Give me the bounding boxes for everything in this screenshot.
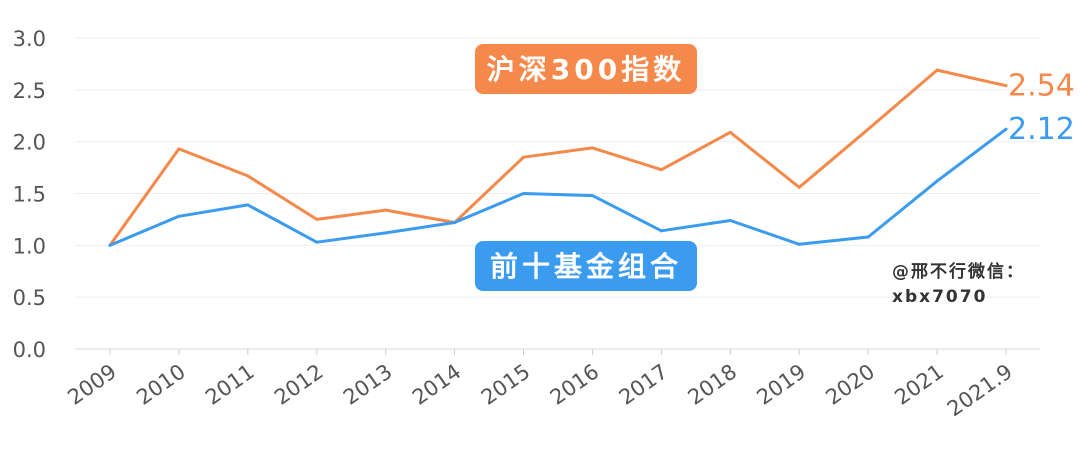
data-point-2 xyxy=(866,235,870,239)
end-value-label-1: 2.54 xyxy=(1008,69,1075,104)
data-point-2 xyxy=(246,203,250,207)
series-line-2 xyxy=(108,127,1008,247)
data-point-1 xyxy=(315,217,319,221)
data-point-2 xyxy=(797,242,801,246)
x-tick-label: 2015 xyxy=(477,359,535,409)
y-tick-label: 3.0 xyxy=(13,27,46,51)
data-point-2 xyxy=(522,192,526,195)
data-point-1 xyxy=(384,208,388,212)
data-point-1 xyxy=(1004,84,1008,88)
y-tick-label: 1.0 xyxy=(13,234,46,258)
data-point-2 xyxy=(453,221,457,225)
y-tick-label: 1.5 xyxy=(13,183,46,207)
x-tick-label: 2018 xyxy=(684,359,742,409)
x-tick-label: 2010 xyxy=(132,359,190,409)
data-point-1 xyxy=(590,146,594,150)
y-tick-label: 0.5 xyxy=(13,286,46,310)
data-point-1 xyxy=(728,130,732,134)
x-tick-label: 2012 xyxy=(270,359,328,409)
y-tick-label: 2.5 xyxy=(13,79,46,103)
data-point-2 xyxy=(384,231,388,235)
data-point-1 xyxy=(246,174,250,178)
end-value-label-2: 2.12 xyxy=(1008,112,1075,147)
annotation-layer: @邢不行微信： xbx7070 xyxy=(892,261,1025,307)
data-point-1 xyxy=(659,168,663,172)
data-point-2 xyxy=(1004,127,1008,131)
legend-badge-bg xyxy=(475,44,697,94)
legend-badge-label: 沪深300指数 xyxy=(487,53,685,86)
data-point-1 xyxy=(935,68,939,72)
data-point-1 xyxy=(866,127,870,131)
legend-badge-2: 前十基金组合 xyxy=(475,241,697,291)
watermark-line-2: xbx7070 xyxy=(892,287,987,307)
x-tick-label: 2021 xyxy=(890,359,948,409)
data-point-2 xyxy=(590,194,594,198)
x-tick-label: 2016 xyxy=(546,359,604,409)
data-point-2 xyxy=(177,214,181,218)
data-point-1 xyxy=(797,185,801,189)
data-point-2 xyxy=(659,229,663,233)
legend-badge-bg xyxy=(475,241,697,291)
legend-badge-1: 沪深300指数 xyxy=(475,44,697,94)
data-point-2 xyxy=(315,240,319,244)
data-point-2 xyxy=(935,179,939,183)
series-layer: 2.54 2.12 xyxy=(108,68,1075,247)
x-tick-label: 2021.9 xyxy=(943,359,1017,421)
y-tick-label: 0.0 xyxy=(13,338,46,362)
data-point-2 xyxy=(728,218,732,222)
data-point-2 xyxy=(108,243,112,247)
x-tick-label: 2019 xyxy=(753,359,811,409)
x-tick-label: 2020 xyxy=(821,359,879,409)
x-tick-label: 2014 xyxy=(408,359,466,409)
series-line-1 xyxy=(108,68,1008,247)
x-tick-label: 2011 xyxy=(201,359,259,409)
watermark-line-1: @邢不行微信： xyxy=(892,261,1025,282)
x-tick-label: 2013 xyxy=(339,359,397,409)
x-tick-label: 2017 xyxy=(615,359,673,409)
data-point-1 xyxy=(522,155,526,159)
data-point-1 xyxy=(177,147,181,151)
legend-badge-label: 前十基金组合 xyxy=(490,250,682,283)
x-tick-label: 2009 xyxy=(63,359,121,409)
y-tick-label: 2.0 xyxy=(13,131,46,155)
